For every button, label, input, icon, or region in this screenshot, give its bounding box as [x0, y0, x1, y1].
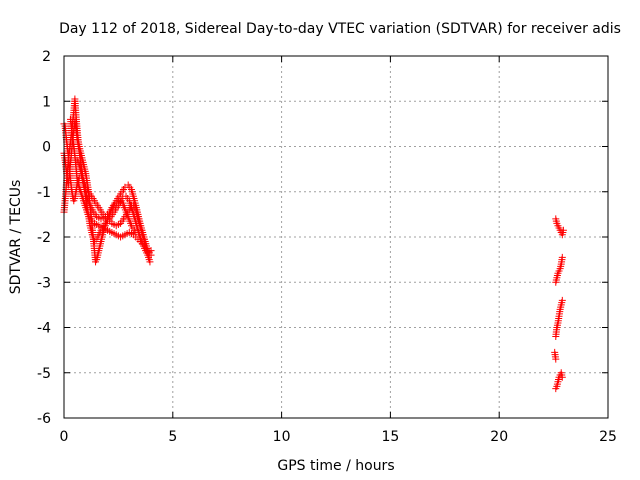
x-axis-label: GPS time / hours [277, 458, 394, 474]
y-tick-label: 0 [42, 140, 51, 156]
x-tick-label: 10 [273, 429, 291, 445]
y-tick-label: -2 [37, 230, 51, 246]
x-tick-label: 20 [490, 429, 508, 445]
y-tick-label: -5 [37, 366, 51, 382]
x-tick-label: 15 [381, 429, 399, 445]
grid-lines [64, 56, 608, 418]
data-point [552, 355, 560, 363]
x-tick-label: 0 [60, 429, 69, 445]
y-axis-label: SDTVAR / TECUs [8, 180, 24, 295]
chart-title: Day 112 of 2018, Sidereal Day-to-day VTE… [59, 21, 621, 37]
x-tick-labels: 0 5 10 15 20 25 [60, 429, 617, 445]
data-point [147, 247, 155, 255]
y-tick-label: -6 [37, 411, 51, 427]
data-point [146, 258, 154, 266]
data-point [558, 253, 566, 261]
data-point [558, 373, 566, 381]
data-point [132, 228, 140, 236]
y-tick-label: -3 [37, 275, 51, 291]
x-tick-label: 25 [599, 429, 617, 445]
y-tick-labels: -6 -5 -4 -3 -2 -1 0 1 2 [37, 49, 51, 427]
y-tick-label: -1 [37, 185, 51, 201]
x-tick-label: 5 [168, 429, 177, 445]
y-tick-label: 2 [42, 49, 51, 65]
data-point [559, 226, 567, 234]
data-points [60, 95, 567, 393]
plot-frame [63, 55, 609, 419]
y-tick-label: -4 [37, 321, 51, 337]
data-point [558, 296, 566, 304]
data-point [143, 244, 151, 252]
y-tick-label: 1 [42, 94, 51, 110]
